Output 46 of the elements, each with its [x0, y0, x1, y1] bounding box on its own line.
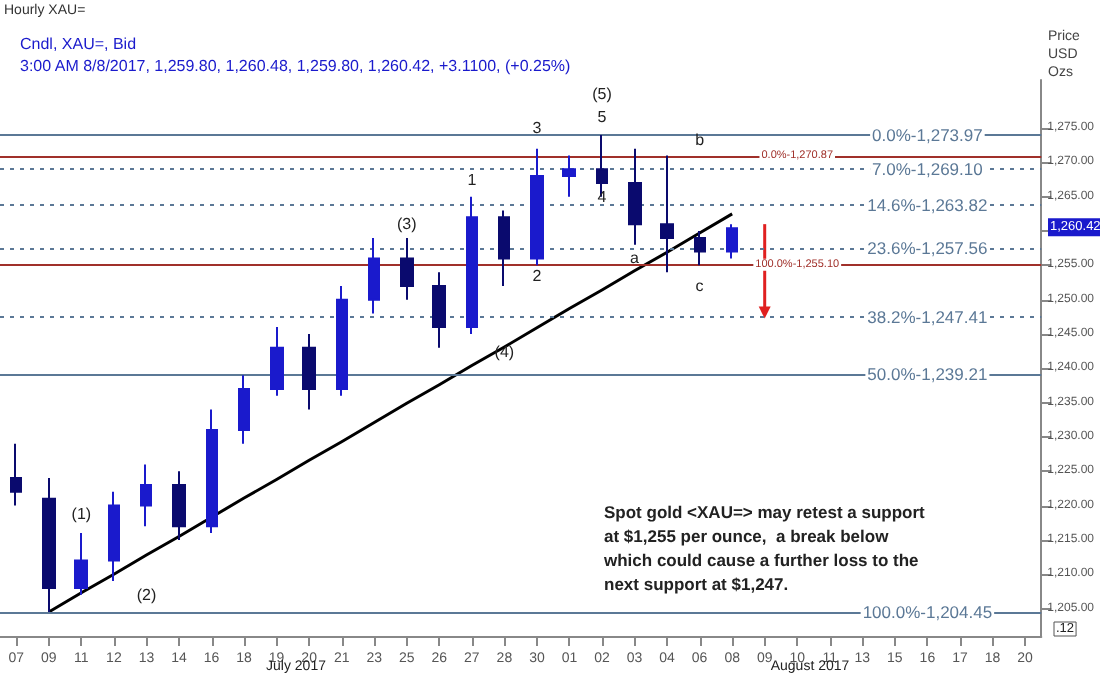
candlestick [140, 463, 152, 528]
candlestick [432, 271, 446, 349]
candlestick [530, 147, 544, 267]
text: 7.0%-1,269.10 [872, 158, 983, 179]
candlestick [596, 133, 608, 198]
annotation: a [630, 249, 641, 268]
candlestick [302, 332, 316, 411]
annotation: 1 [467, 171, 478, 190]
candlestick [498, 209, 510, 287]
text: 14.6%-1,263.82 [867, 194, 988, 215]
candlestick [42, 477, 56, 613]
text: 23.6%-1,257.56 [867, 237, 988, 258]
text: 100.0%-1,204.45 [862, 602, 993, 623]
candlestick [270, 326, 284, 397]
annotation: (1) [71, 504, 92, 523]
candlestick [562, 154, 576, 198]
candlestick [400, 236, 414, 301]
annotation: 2 [532, 266, 543, 285]
candlestick [172, 470, 186, 541]
annotation: (3) [396, 215, 418, 234]
annotation: 3 [532, 119, 543, 138]
candlestick [336, 284, 348, 397]
annotation: (2) [136, 585, 157, 604]
candlestick [10, 442, 22, 507]
candlestick [238, 374, 250, 445]
candlestick [74, 532, 88, 596]
candlestick [694, 230, 706, 267]
annotation: 4 [597, 188, 608, 207]
text: 3:00 AM 8/8/2017, 1,259.80, 1,260.48, 1,259.80, 1,260.42, +3.1100, (+0.25%) [20, 57, 572, 75]
candlestick [660, 154, 674, 274]
annotation: Spot gold <XAU=> may retest a support at $1,255 per ounce, a break below which could cause a further loss to the next support at $1,247. [602, 502, 930, 594]
candlestick [466, 195, 478, 335]
candlestick [108, 490, 120, 583]
candlestick [628, 147, 642, 246]
annotation: 5 [597, 108, 608, 127]
chart-subtitle: Cndl, XAU=, Bid [20, 35, 137, 53]
text: 50.0%-1,239.21 [867, 363, 988, 384]
candlestick [726, 223, 738, 260]
text: 0.0%-1,273.97 [872, 125, 983, 146]
candlestick [368, 236, 380, 315]
annotation: (4) [494, 342, 515, 361]
candlestick [206, 408, 218, 535]
text: 38.2%-1,247.41 [867, 307, 988, 328]
annotation: c [695, 276, 704, 295]
annotation: b [695, 130, 706, 149]
annotation: (5) [592, 84, 613, 103]
